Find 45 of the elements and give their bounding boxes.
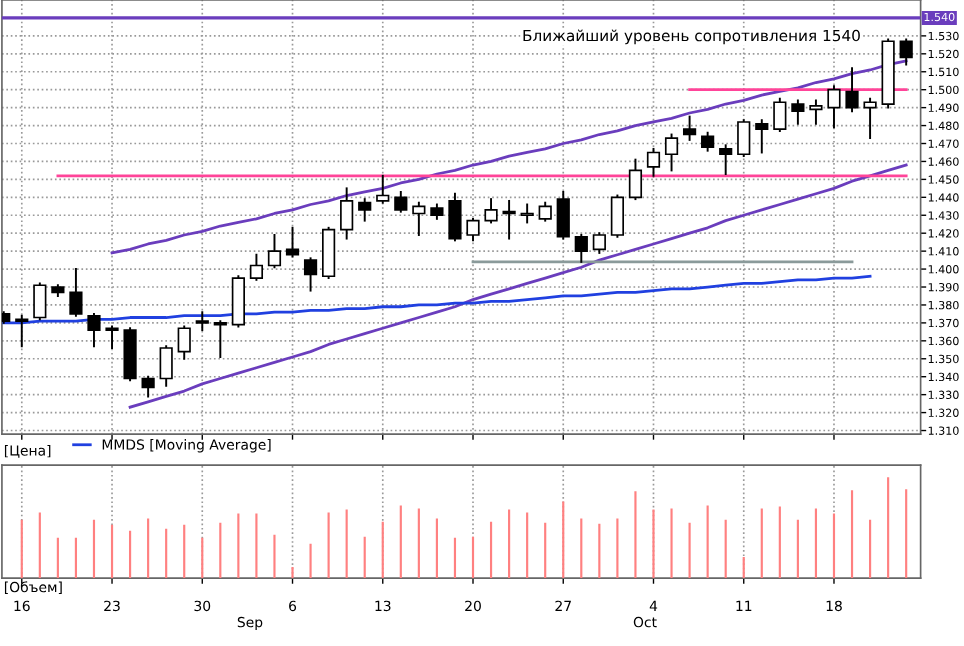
candlestick: [466, 217, 480, 242]
candlestick: [574, 234, 588, 263]
candlestick: [664, 133, 679, 172]
candlestick: [737, 119, 751, 158]
candlestick: [484, 198, 498, 224]
candlestick: [249, 253, 264, 281]
candlestick: [213, 320, 227, 358]
candlestick: [15, 314, 29, 348]
candlestick: [105, 325, 119, 349]
candlestick: [376, 174, 390, 204]
candlestick: [899, 38, 913, 66]
candlestick: [285, 226, 300, 258]
candlestick: [610, 194, 625, 238]
candlestick: [87, 312, 101, 348]
candlestick: [195, 311, 209, 332]
candlestick: [177, 325, 191, 360]
line-series: [128, 163, 908, 409]
candlestick: [646, 147, 661, 177]
candlestick: [502, 199, 516, 240]
candlestick: [33, 282, 47, 321]
candlestick: [322, 226, 336, 280]
candlestick: [394, 190, 408, 213]
candlestick: [358, 198, 372, 222]
candlestick: [863, 97, 877, 140]
candlestick: [303, 257, 318, 292]
candlestick: [159, 345, 173, 387]
candlestick: [340, 187, 354, 240]
candlestick: [448, 192, 462, 242]
candlestick: [556, 190, 570, 240]
candlestick: [755, 119, 769, 154]
candlestick: [827, 85, 841, 129]
candlestick: [69, 268, 83, 317]
candlestick: [682, 115, 697, 141]
candlestick: [791, 99, 805, 125]
candlestick: [520, 203, 534, 224]
candlestick: [141, 375, 155, 398]
candlestick: [592, 232, 606, 254]
candlestick: [267, 234, 282, 269]
candlestick: [412, 201, 426, 236]
candlestick: [809, 99, 823, 125]
candlestick: [773, 97, 787, 132]
candlestick: [628, 158, 643, 201]
candlestick: [845, 67, 859, 113]
candlestick: [719, 144, 733, 175]
candlestick: [231, 275, 245, 328]
